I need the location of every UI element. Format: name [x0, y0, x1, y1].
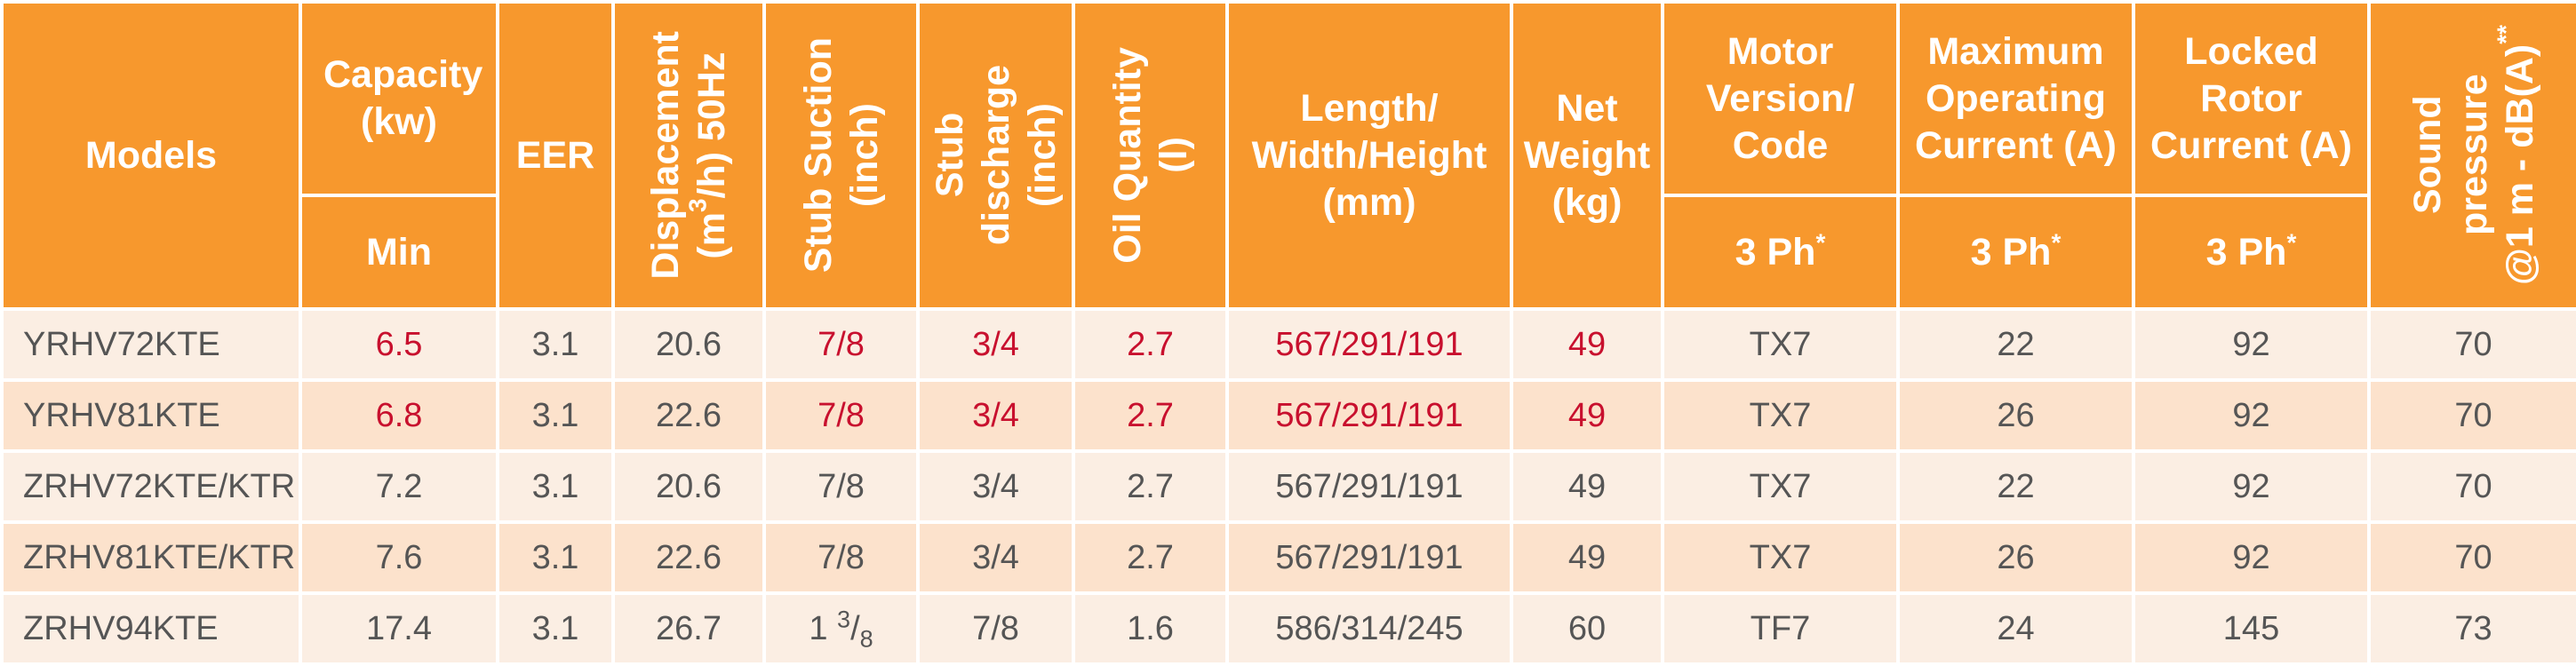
- cell-max-current: 24: [1896, 591, 2135, 666]
- header-net-weight: Net Weight (kg): [1510, 0, 1664, 311]
- table-row: YRHV81KTE 6.8 3.1 22.6 7/8 3/4 2.7 567/2…: [0, 378, 2576, 453]
- cell-dimensions: 567/291/191: [1225, 378, 1513, 453]
- cell-sound-pressure: 70: [2367, 449, 2576, 524]
- cell-dimensions: 567/291/191: [1225, 307, 1513, 382]
- cell-locked-current: 145: [2132, 591, 2371, 666]
- cell-model: ZRHV72KTE/KTR: [0, 449, 302, 524]
- header-capacity-min: Min: [299, 194, 499, 311]
- cell-dimensions: 567/291/191: [1225, 520, 1513, 595]
- cell-net-weight: 49: [1510, 307, 1664, 382]
- cell-stub-suction: 1 3/8: [762, 591, 920, 666]
- cell-stub-discharge: 3/4: [916, 449, 1075, 524]
- cell-model: ZRHV81KTE/KTR: [0, 520, 302, 595]
- cell-max-current: 26: [1896, 520, 2135, 595]
- cell-net-weight: 60: [1510, 591, 1664, 666]
- cell-sound-pressure: 70: [2367, 520, 2576, 595]
- cell-eer: 3.1: [496, 520, 615, 595]
- cell-capacity: 6.8: [299, 378, 499, 453]
- cell-model: ZRHV94KTE: [0, 591, 302, 666]
- table-row: ZRHV81KTE/KTR 7.6 3.1 22.6 7/8 3/4 2.7 5…: [0, 520, 2576, 595]
- cell-model: YRHV81KTE: [0, 378, 302, 453]
- cell-stub-discharge: 3/4: [916, 378, 1075, 453]
- cell-net-weight: 49: [1510, 449, 1664, 524]
- cell-sound-pressure: 70: [2367, 378, 2576, 453]
- cell-oil-quantity: 2.7: [1072, 378, 1229, 453]
- cell-model: YRHV72KTE: [0, 307, 302, 382]
- header-capacity: Capacity (kw): [299, 0, 499, 197]
- header-dimensions: Length/ Width/Height (mm): [1225, 0, 1513, 311]
- cell-eer: 3.1: [496, 449, 615, 524]
- header-max-current: Maximum Operating Current (A): [1896, 0, 2135, 197]
- cell-sound-pressure: 70: [2367, 307, 2576, 382]
- cell-displacement: 22.6: [611, 378, 766, 453]
- cell-locked-current: 92: [2132, 520, 2371, 595]
- cell-displacement: 26.7: [611, 591, 766, 666]
- header-motor: Motor Version/ Code: [1661, 0, 1900, 197]
- cell-displacement: 20.6: [611, 449, 766, 524]
- header-eer: EER: [496, 0, 615, 311]
- cell-stub-discharge: 3/4: [916, 307, 1075, 382]
- cell-displacement: 20.6: [611, 307, 766, 382]
- header-max-current-phase: 3 Ph*: [1896, 194, 2135, 311]
- cell-stub-suction: 7/8: [762, 449, 920, 524]
- cell-net-weight: 49: [1510, 378, 1664, 453]
- header-locked-current: Locked Rotor Current (A): [2132, 0, 2371, 197]
- cell-motor: TX7: [1661, 307, 1900, 382]
- cell-oil-quantity: 1.6: [1072, 591, 1229, 666]
- header-stub-suction: Stub Suction (inch): [762, 0, 920, 311]
- cell-eer: 3.1: [496, 307, 615, 382]
- cell-displacement: 22.6: [611, 520, 766, 595]
- cell-capacity: 7.6: [299, 520, 499, 595]
- cell-capacity: 6.5: [299, 307, 499, 382]
- cell-stub-suction: 7/8: [762, 307, 920, 382]
- header-displacement: Displacement (m3/h) 50Hz: [611, 0, 766, 311]
- header-models: Models: [0, 0, 302, 311]
- cell-capacity: 7.2: [299, 449, 499, 524]
- cell-max-current: 22: [1896, 307, 2135, 382]
- table-row: ZRHV94KTE 17.4 3.1 26.7 1 3/8 7/8 1.6 58…: [0, 591, 2576, 666]
- cell-eer: 3.1: [496, 378, 615, 453]
- cell-dimensions: 567/291/191: [1225, 449, 1513, 524]
- cell-max-current: 22: [1896, 449, 2135, 524]
- cell-net-weight: 49: [1510, 520, 1664, 595]
- cell-stub-discharge: 3/4: [916, 520, 1075, 595]
- header-stub-discharge: Stub discharge (inch): [916, 0, 1075, 311]
- cell-motor: TX7: [1661, 378, 1900, 453]
- cell-locked-current: 92: [2132, 378, 2371, 453]
- cell-stub-discharge: 7/8: [916, 591, 1075, 666]
- table-body: YRHV72KTE 6.5 3.1 20.6 7/8 3/4 2.7 567/2…: [0, 307, 2576, 666]
- cell-oil-quantity: 2.7: [1072, 520, 1229, 595]
- table-header: Models Capacity (kw) EER Displacement (m…: [0, 0, 2576, 311]
- cell-capacity: 17.4: [299, 591, 499, 666]
- cell-oil-quantity: 2.7: [1072, 307, 1229, 382]
- cell-motor: TX7: [1661, 520, 1900, 595]
- cell-eer: 3.1: [496, 591, 615, 666]
- header-sound-pressure: Sound pressure @1 m - dB(A)**: [2367, 0, 2576, 311]
- cell-locked-current: 92: [2132, 307, 2371, 382]
- table-row: YRHV72KTE 6.5 3.1 20.6 7/8 3/4 2.7 567/2…: [0, 307, 2576, 382]
- cell-motor: TF7: [1661, 591, 1900, 666]
- header-oil-quantity: Oil Quantity (l): [1072, 0, 1229, 311]
- header-locked-current-phase: 3 Ph*: [2132, 194, 2371, 311]
- cell-stub-suction: 7/8: [762, 378, 920, 453]
- cell-motor: TX7: [1661, 449, 1900, 524]
- cell-dimensions: 586/314/245: [1225, 591, 1513, 666]
- cell-max-current: 26: [1896, 378, 2135, 453]
- cell-locked-current: 92: [2132, 449, 2371, 524]
- header-motor-phase: 3 Ph*: [1661, 194, 1900, 311]
- cell-oil-quantity: 2.7: [1072, 449, 1229, 524]
- table-row: ZRHV72KTE/KTR 7.2 3.1 20.6 7/8 3/4 2.7 5…: [0, 449, 2576, 524]
- cell-stub-suction: 7/8: [762, 520, 920, 595]
- cell-sound-pressure: 73: [2367, 591, 2576, 666]
